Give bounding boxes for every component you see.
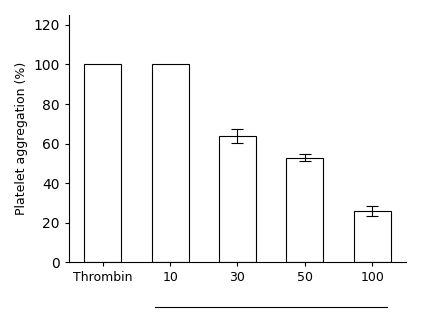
Bar: [152, 65, 189, 262]
Bar: [219, 136, 256, 262]
Y-axis label: Platelet aggregation (%): Platelet aggregation (%): [15, 62, 28, 215]
Bar: [286, 157, 323, 262]
Bar: [84, 65, 121, 262]
Bar: [354, 211, 391, 262]
